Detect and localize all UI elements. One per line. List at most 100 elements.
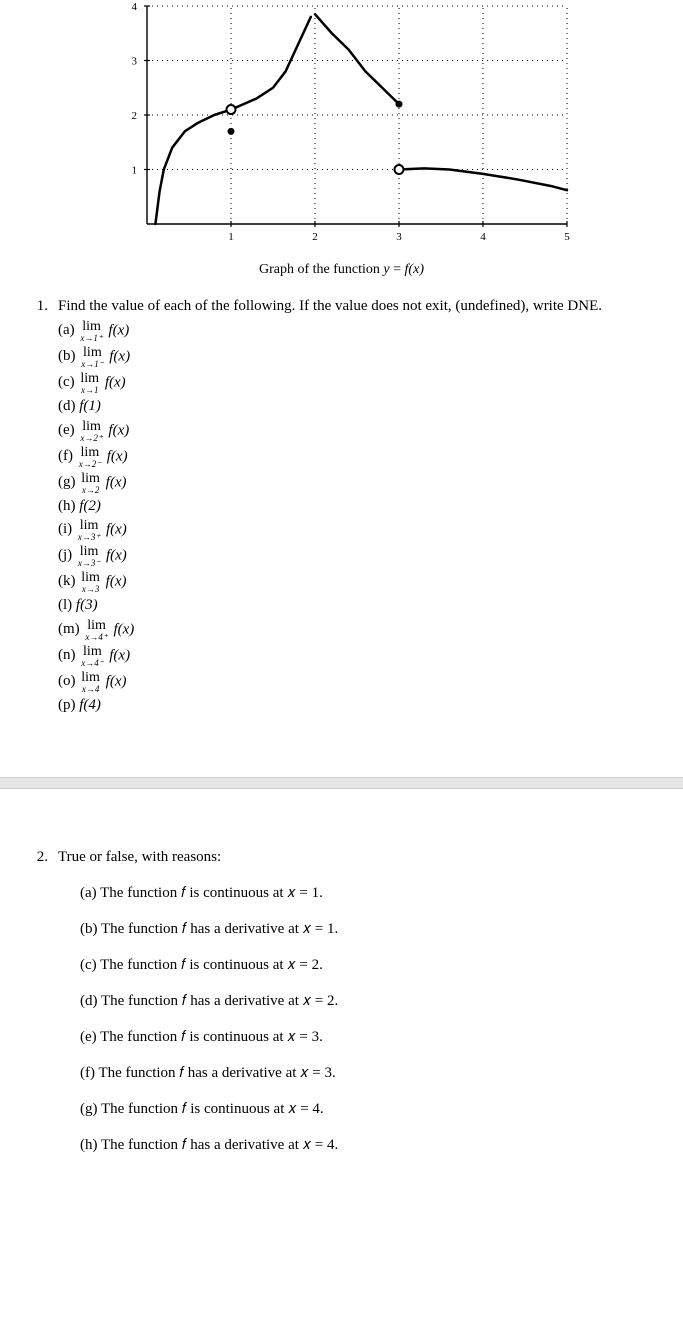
q1-number: 1. (20, 298, 58, 717)
graph-caption: Graph of the function y = f(x) (20, 262, 663, 278)
fn-expr: f(x) (108, 322, 129, 338)
item-label: (g) (80, 1101, 98, 1117)
fn-expr: f(2) (79, 498, 101, 514)
q2-item: (e) The function 𝑓 is continuous at 𝑥 = … (80, 1028, 663, 1046)
item-label: (a) (80, 885, 97, 901)
q1-item: (f) limx→2⁻ f(x) (58, 445, 663, 469)
item-label: (i) (58, 520, 72, 540)
item-text: The function 𝑓 is continuous at 𝑥 = 1. (100, 885, 323, 901)
question-1: 1. Find the value of each of the followi… (20, 298, 663, 717)
fn-expr: f(x) (106, 474, 127, 490)
q1-item: (m) limx→4⁺ f(x) (58, 618, 663, 642)
q2-item: (b) The function 𝑓 has a derivative at 𝑥… (80, 920, 663, 938)
fn-expr: f(x) (106, 521, 127, 537)
fn-expr: f(x) (108, 422, 129, 438)
q2-stem: True or false, with reasons: (58, 849, 663, 866)
q2-item: (h) The function 𝑓 has a derivative at 𝑥… (80, 1136, 663, 1154)
item-label: (e) (58, 421, 75, 441)
caption-eq: = (393, 262, 404, 277)
item-label: (l) (58, 596, 72, 616)
item-label: (f) (58, 447, 73, 467)
fn-expr: f(x) (113, 621, 134, 637)
limit-expr: limx→4 (81, 670, 100, 694)
q1-sublist: (a) limx→1⁺ f(x)(b) limx→1⁻ f(x)(c) limx… (58, 319, 663, 715)
q1-item: (l) f(3) (58, 596, 663, 616)
q1-item: (d) f(1) (58, 397, 663, 417)
limit-expr: limx→3 (81, 570, 100, 594)
item-text: The function 𝑓 is continuous at 𝑥 = 2. (100, 957, 323, 973)
q1-item: (b) limx→1⁻ f(x) (58, 345, 663, 369)
item-label: (m) (58, 620, 80, 640)
limit-expr: limx→4⁻ (81, 644, 103, 668)
function-graph: 123451234 (107, 0, 577, 250)
svg-text:5: 5 (564, 231, 570, 243)
item-label: (k) (58, 572, 76, 592)
fn-expr: f(x) (105, 374, 126, 390)
question-2: 2. True or false, with reasons: (a) The … (20, 849, 663, 1172)
fn-expr: f(x) (106, 673, 127, 689)
fn-expr: f(x) (109, 647, 130, 663)
item-label: (g) (58, 473, 76, 493)
q2-item: (c) The function 𝑓 is continuous at 𝑥 = … (80, 956, 663, 974)
limit-expr: limx→2⁻ (79, 445, 101, 469)
q1-item: (h) f(2) (58, 497, 663, 517)
q1-item: (a) limx→1⁺ f(x) (58, 319, 663, 343)
caption-prefix: Graph of the function (259, 262, 383, 277)
item-label: (n) (58, 646, 76, 666)
fn-expr: f(x) (109, 348, 130, 364)
fn-expr: f(3) (76, 597, 98, 613)
svg-text:2: 2 (131, 110, 137, 122)
fn-expr: f(1) (79, 398, 101, 414)
limit-expr: limx→4⁺ (85, 618, 107, 642)
q2-item: (d) The function 𝑓 has a derivative at 𝑥… (80, 992, 663, 1010)
item-text: The function 𝑓 has a derivative at 𝑥 = 4… (101, 1137, 338, 1153)
svg-text:4: 4 (131, 1, 137, 13)
caption-rhs: f(x) (405, 262, 424, 277)
svg-text:1: 1 (228, 231, 234, 243)
item-label: (d) (58, 397, 76, 417)
limit-expr: limx→2⁺ (80, 419, 102, 443)
svg-text:2: 2 (312, 231, 318, 243)
fn-expr: f(x) (106, 573, 127, 589)
q1-item: (p) f(4) (58, 696, 663, 716)
page-divider (0, 777, 683, 789)
item-text: The function 𝑓 is continuous at 𝑥 = 3. (100, 1029, 323, 1045)
item-label: (h) (80, 1137, 98, 1153)
limit-expr: limx→2 (81, 471, 100, 495)
q1-item: (g) limx→2 f(x) (58, 471, 663, 495)
limit-expr: limx→1⁺ (80, 319, 102, 343)
graph-container: 123451234 (20, 0, 663, 250)
q1-item: (k) limx→3 f(x) (58, 570, 663, 594)
item-label: (c) (80, 957, 97, 973)
q1-item: (i) limx→3⁺ f(x) (58, 518, 663, 542)
q1-item: (n) limx→4⁻ f(x) (58, 644, 663, 668)
limit-expr: limx→3⁻ (78, 544, 100, 568)
limit-expr: limx→3⁺ (78, 518, 100, 542)
item-label: (h) (58, 497, 76, 517)
item-label: (d) (80, 993, 98, 1009)
q1-stem: Find the value of each of the following.… (58, 298, 663, 315)
limit-expr: limx→1⁻ (81, 345, 103, 369)
svg-text:3: 3 (396, 231, 402, 243)
q2-item: (a) The function 𝑓 is continuous at 𝑥 = … (80, 884, 663, 902)
fn-expr: f(4) (79, 697, 101, 713)
svg-text:4: 4 (480, 231, 486, 243)
item-label: (o) (58, 672, 76, 692)
item-text: The function 𝑓 has a derivative at 𝑥 = 2… (101, 993, 338, 1009)
item-label: (e) (80, 1029, 97, 1045)
item-label: (f) (80, 1065, 95, 1081)
item-text: The function 𝑓 is continuous at 𝑥 = 4. (101, 1101, 324, 1117)
item-label: (b) (58, 347, 76, 367)
item-text: The function 𝑓 has a derivative at 𝑥 = 1… (101, 921, 338, 937)
item-label: (b) (80, 921, 98, 937)
q1-item: (o) limx→4 f(x) (58, 670, 663, 694)
q2-number: 2. (20, 849, 58, 1172)
fn-expr: f(x) (107, 448, 128, 464)
q1-item: (e) limx→2⁺ f(x) (58, 419, 663, 443)
item-label: (c) (58, 373, 75, 393)
item-label: (j) (58, 546, 72, 566)
item-label: (p) (58, 696, 76, 716)
q2-sublist: (a) The function 𝑓 is continuous at 𝑥 = … (58, 884, 663, 1154)
fn-expr: f(x) (106, 547, 127, 563)
limit-expr: limx→1 (80, 371, 99, 395)
